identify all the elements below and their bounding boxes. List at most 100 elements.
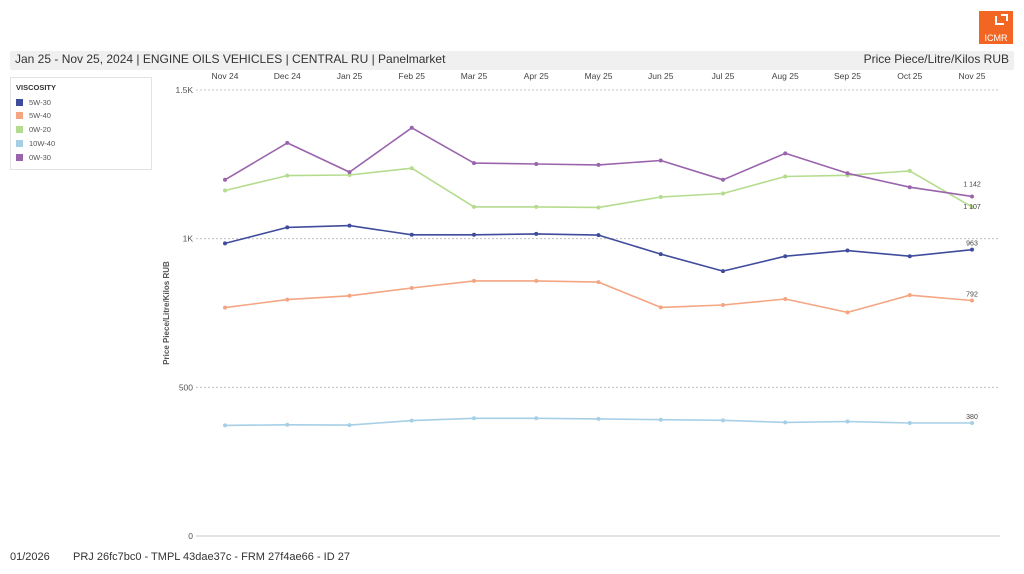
legend-label: 0W-30 xyxy=(29,153,51,162)
data-label: 1 142 xyxy=(963,181,981,188)
data-point xyxy=(223,423,227,428)
data-point xyxy=(534,204,539,209)
x-tick-label: Mar 25 xyxy=(461,71,488,81)
x-tick-label: May 25 xyxy=(585,71,613,81)
data-point xyxy=(223,241,227,246)
data-point xyxy=(845,310,850,315)
data-point xyxy=(596,416,601,421)
data-point xyxy=(534,162,539,167)
data-point xyxy=(223,177,227,182)
data-point xyxy=(347,170,352,175)
data-point xyxy=(658,305,663,310)
data-point xyxy=(970,298,974,303)
data-point xyxy=(347,223,352,228)
data-point xyxy=(285,297,290,302)
data-label: 963 xyxy=(966,241,978,248)
x-tick-label: Dec 24 xyxy=(274,71,301,81)
data-point xyxy=(285,225,290,230)
data-point xyxy=(783,297,788,302)
data-point xyxy=(658,252,663,257)
data-point xyxy=(223,188,227,193)
x-tick-label: Nov 25 xyxy=(959,71,986,81)
x-tick-label: Jul 25 xyxy=(712,71,735,81)
data-point xyxy=(721,177,725,182)
data-label: 1 107 xyxy=(963,204,981,211)
data-point xyxy=(970,421,974,426)
legend-swatch xyxy=(16,154,23,161)
series-line-5w-40 xyxy=(224,280,973,314)
data-point xyxy=(596,233,601,238)
data-point xyxy=(845,171,850,176)
series-line-5w-30 xyxy=(224,224,973,272)
legend-swatch xyxy=(16,99,23,106)
data-point xyxy=(970,247,974,252)
series-line-0w-20 xyxy=(224,167,973,209)
data-point xyxy=(409,286,414,291)
data-label: 792 xyxy=(966,292,978,299)
data-point xyxy=(721,269,725,274)
data-point xyxy=(970,204,974,209)
data-label: 380 xyxy=(966,414,978,421)
data-point xyxy=(907,185,912,190)
data-point xyxy=(534,278,539,283)
data-point xyxy=(907,421,912,426)
data-point xyxy=(409,166,414,171)
series-line-0w-30 xyxy=(224,127,973,198)
y-tick-label: 500 xyxy=(179,382,193,392)
series-lines xyxy=(223,125,974,428)
data-point xyxy=(783,254,788,259)
data-point xyxy=(907,168,912,173)
legend-label: 5W-40 xyxy=(29,111,51,120)
data-point xyxy=(721,418,725,423)
x-tick-label: Oct 25 xyxy=(897,71,922,81)
data-point xyxy=(472,416,476,421)
data-point xyxy=(596,162,601,167)
data-point xyxy=(534,231,539,236)
data-point xyxy=(721,302,725,307)
data-point xyxy=(285,173,290,178)
data-point xyxy=(409,125,414,130)
x-tick-label: Sep 25 xyxy=(834,71,861,81)
footer-reference: PRJ 26fc7bc0 - TMPL 43dae37c - FRM 27f4a… xyxy=(73,551,350,563)
legend-swatch xyxy=(16,140,23,147)
data-point xyxy=(970,194,974,199)
gridlines xyxy=(196,89,1000,537)
y-tick-label: 0 xyxy=(188,531,193,541)
data-point xyxy=(223,305,227,310)
x-tick-label: Feb 25 xyxy=(399,71,426,81)
legend: VISCOSITY 5W-30 5W-40 0W-20 10W-40 0W-30 xyxy=(10,77,152,170)
y-tick-label: 1.5K xyxy=(176,85,194,95)
x-tick-label: Jan 25 xyxy=(337,71,363,81)
data-point xyxy=(596,205,601,210)
data-point xyxy=(409,418,414,423)
data-point xyxy=(347,423,352,428)
x-tick-label: Jun 25 xyxy=(648,71,674,81)
data-point xyxy=(783,174,788,179)
chart-title-bar: Jan 25 - Nov 25, 2024 | ENGINE OILS VEHI… xyxy=(10,51,1014,70)
data-point xyxy=(658,158,663,163)
axes: 0 500 1K 1.5K Nov 24 Dec 24 Jan 25 Feb 25 Mar 25… xyxy=(162,71,986,541)
x-tick-label: Apr 25 xyxy=(524,71,549,81)
chart-unit-label: Price Piece/Litre/Kilos RUB xyxy=(863,52,1009,66)
y-axis-title: Price Piece/Litre/Kilos RUB xyxy=(162,261,171,365)
data-point xyxy=(783,420,788,425)
legend-title: VISCOSITY xyxy=(16,83,57,92)
data-point xyxy=(845,419,850,424)
data-point xyxy=(472,204,476,209)
logo-text: ICMR xyxy=(985,33,1008,43)
icmr-logo: ICMR xyxy=(979,11,1013,44)
data-point xyxy=(472,278,476,283)
data-point xyxy=(285,422,290,427)
legend-label: 0W-20 xyxy=(29,125,51,134)
x-tick-label: Aug 25 xyxy=(772,71,799,81)
data-point xyxy=(783,151,788,156)
data-point xyxy=(285,140,290,145)
chart-title: Jan 25 - Nov 25, 2024 | ENGINE OILS VEHI… xyxy=(15,52,446,66)
data-point xyxy=(472,161,476,166)
data-point xyxy=(409,232,414,237)
legend-swatch xyxy=(16,126,23,133)
data-point xyxy=(658,195,663,200)
data-point xyxy=(472,232,476,237)
x-tick-label: Nov 24 xyxy=(212,71,239,81)
